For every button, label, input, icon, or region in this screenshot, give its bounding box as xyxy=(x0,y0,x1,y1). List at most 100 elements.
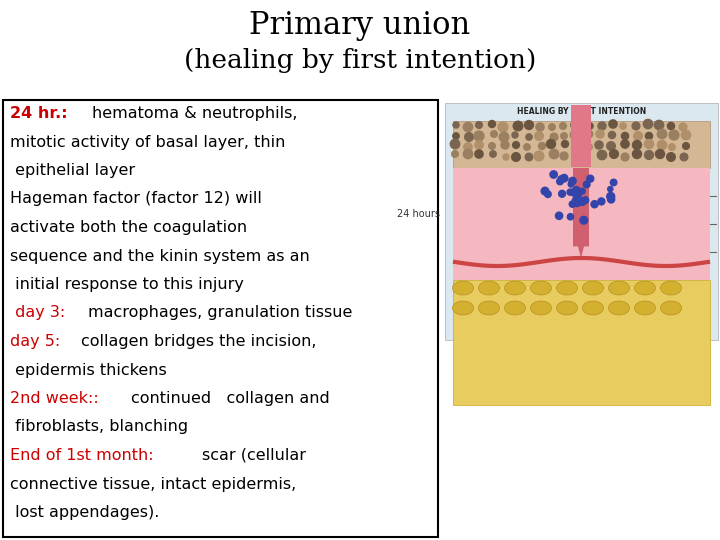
Circle shape xyxy=(562,140,569,147)
Circle shape xyxy=(550,171,557,178)
Circle shape xyxy=(568,181,574,187)
Text: Hageman factor (factor 12) will: Hageman factor (factor 12) will xyxy=(10,192,262,206)
Circle shape xyxy=(679,123,687,131)
Circle shape xyxy=(657,140,667,150)
Circle shape xyxy=(683,143,689,150)
Ellipse shape xyxy=(634,281,655,295)
Circle shape xyxy=(621,132,629,140)
Circle shape xyxy=(541,187,549,195)
Text: epithelial layer: epithelial layer xyxy=(10,163,135,178)
Circle shape xyxy=(526,134,532,140)
Circle shape xyxy=(453,122,459,128)
Circle shape xyxy=(549,124,555,130)
Circle shape xyxy=(607,192,615,200)
Ellipse shape xyxy=(452,301,474,315)
Circle shape xyxy=(453,133,459,139)
Circle shape xyxy=(557,178,563,185)
Circle shape xyxy=(560,174,568,182)
Circle shape xyxy=(654,120,664,130)
Circle shape xyxy=(558,176,564,181)
Circle shape xyxy=(501,141,509,149)
Circle shape xyxy=(587,175,594,182)
Circle shape xyxy=(574,150,582,159)
Circle shape xyxy=(573,191,581,199)
Circle shape xyxy=(621,140,629,148)
Circle shape xyxy=(609,120,617,128)
Text: day 5:: day 5: xyxy=(10,334,66,349)
Circle shape xyxy=(634,132,642,140)
Circle shape xyxy=(632,150,642,159)
Circle shape xyxy=(596,130,604,138)
Ellipse shape xyxy=(582,281,603,295)
Ellipse shape xyxy=(531,301,552,315)
Circle shape xyxy=(578,198,586,205)
Circle shape xyxy=(523,144,530,150)
Ellipse shape xyxy=(660,301,682,315)
Circle shape xyxy=(681,130,690,140)
Circle shape xyxy=(464,133,473,141)
Circle shape xyxy=(525,120,534,130)
Bar xyxy=(445,103,718,340)
Circle shape xyxy=(450,139,459,148)
Circle shape xyxy=(567,189,573,195)
Circle shape xyxy=(539,143,546,150)
Circle shape xyxy=(534,151,544,161)
FancyArrow shape xyxy=(573,168,589,259)
Circle shape xyxy=(489,143,495,149)
Circle shape xyxy=(535,132,544,140)
Ellipse shape xyxy=(557,301,577,315)
Circle shape xyxy=(607,141,616,150)
Circle shape xyxy=(513,141,519,149)
Circle shape xyxy=(632,140,642,150)
Circle shape xyxy=(464,150,472,159)
Text: 24 hours: 24 hours xyxy=(397,209,440,219)
Circle shape xyxy=(582,197,589,204)
Circle shape xyxy=(583,181,590,188)
Circle shape xyxy=(644,119,652,129)
Bar xyxy=(453,280,710,405)
Ellipse shape xyxy=(479,301,500,315)
Ellipse shape xyxy=(531,281,552,295)
Circle shape xyxy=(555,212,563,219)
Circle shape xyxy=(498,122,508,132)
Text: Primary union: Primary union xyxy=(249,10,471,41)
Circle shape xyxy=(490,151,496,157)
Text: initial response to this injury: initial response to this injury xyxy=(10,277,244,292)
Bar xyxy=(453,121,710,168)
Ellipse shape xyxy=(608,301,629,315)
Text: collagen bridges the incision,: collagen bridges the incision, xyxy=(81,334,317,349)
Circle shape xyxy=(655,150,665,159)
Text: day 3:: day 3: xyxy=(10,306,71,321)
Text: connective tissue, intact epidermis,: connective tissue, intact epidermis, xyxy=(10,476,296,491)
Circle shape xyxy=(546,139,556,148)
Circle shape xyxy=(667,123,675,130)
Circle shape xyxy=(584,153,590,159)
Text: sequence and the kinin system as an: sequence and the kinin system as an xyxy=(10,248,310,264)
Circle shape xyxy=(644,139,654,148)
Text: continued   collagen and: continued collagen and xyxy=(131,391,330,406)
Circle shape xyxy=(645,132,652,139)
Circle shape xyxy=(669,130,679,140)
Bar xyxy=(453,168,710,280)
Text: (healing by first intention): (healing by first intention) xyxy=(184,48,536,73)
Circle shape xyxy=(580,188,585,194)
Circle shape xyxy=(570,130,580,140)
Circle shape xyxy=(573,187,580,194)
Circle shape xyxy=(560,152,568,160)
Ellipse shape xyxy=(557,281,577,295)
Text: mitotic activity of basal layer, thin: mitotic activity of basal layer, thin xyxy=(10,134,285,150)
Circle shape xyxy=(491,131,498,137)
Circle shape xyxy=(608,186,613,192)
Circle shape xyxy=(657,129,667,139)
Text: macrophages, granulation tissue: macrophages, granulation tissue xyxy=(88,306,352,321)
Circle shape xyxy=(610,150,618,158)
Text: scar (cellular: scar (cellular xyxy=(202,448,306,463)
Circle shape xyxy=(680,153,688,161)
Circle shape xyxy=(598,198,605,205)
Circle shape xyxy=(669,144,675,150)
Circle shape xyxy=(474,131,484,141)
Text: HEALING BY FIRST INTENTION: HEALING BY FIRST INTENTION xyxy=(517,107,646,116)
Circle shape xyxy=(488,120,495,127)
Circle shape xyxy=(536,123,544,131)
Ellipse shape xyxy=(505,281,526,295)
